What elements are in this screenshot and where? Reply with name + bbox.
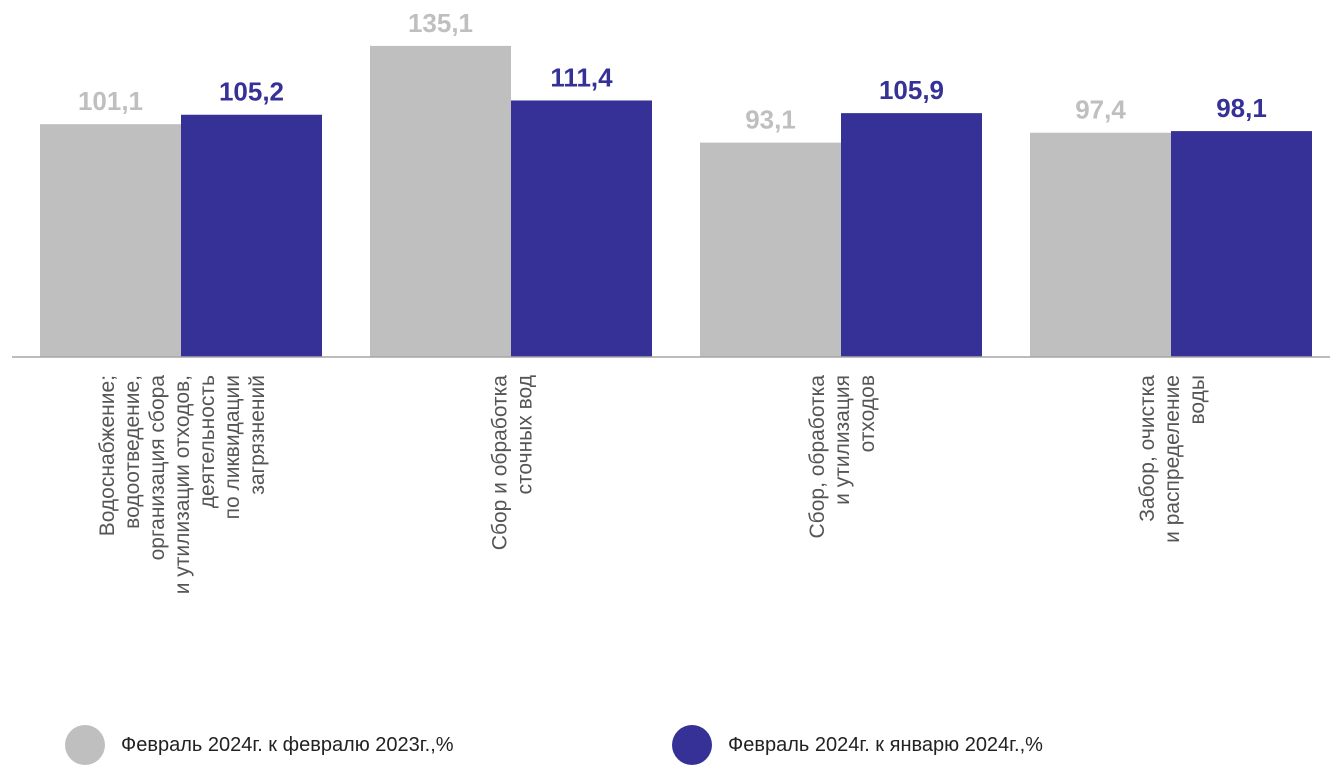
category-label-group-4: Забор, очистка и распределение воды [1136,375,1209,543]
value-label-1-3: 93,1 [745,105,796,135]
legend-item-series-1: Февраль 2024г. к февралю 2023г.,% [65,725,454,765]
category-label-1-line-3: организация сбора [146,375,169,561]
legend-label-series-1: Февраль 2024г. к февралю 2023г.,% [121,733,454,756]
bar-2-2 [511,100,652,358]
bar-2-3 [841,113,982,358]
bar-2-1 [181,114,322,358]
value-label-2-2: 111,4 [550,62,613,92]
category-label-1-line-2: водоотведение, [121,375,144,529]
category-label-3-line-2: и утилизация [831,375,854,505]
value-label-1-4: 97,4 [1075,95,1126,125]
category-label-1-line-7: загрязнений [246,375,269,495]
bar-1-4 [1030,132,1171,357]
bar-2-4 [1171,131,1312,357]
legend-swatch-series-1 [65,725,105,765]
category-label-2-line-2: сточных вод [514,375,537,494]
category-label-2-line-1: Сбор и обработка [489,375,512,551]
category-label-1-line-4: и утилизации отходов, [171,375,194,594]
category-label-group-1: Водоснабжение; водоотведение, организация … [96,375,269,595]
category-label-group-3: Сбор, обработка и утилизация отходов [806,375,879,539]
value-label-1-1: 101,1 [78,86,143,116]
category-label-4-line-1: Забор, очистка [1136,375,1159,522]
category-label-4-line-3: воды [1186,375,1209,425]
value-label-2-4: 98,1 [1216,93,1267,123]
legend-swatch-series-2 [672,725,712,765]
category-label-3-line-3: отходов [856,375,879,452]
bar-1-1 [40,124,181,357]
category-label-1-line-1: Водоснабжение; [96,375,119,536]
legend-item-series-2: Февраль 2024г. к январю 2024г.,% [672,725,1043,765]
value-label-2-1: 105,2 [219,77,284,107]
category-label-3-line-1: Сбор, обработка [806,375,829,539]
legend: Февраль 2024г. к февралю 2023г.,% Феврал… [0,725,1340,765]
legend-label-series-2: Февраль 2024г. к январю 2024г.,% [728,733,1043,756]
bar-chart: 101,1 105,2 Водоснабжение; водоотведение, ор… [12,8,1330,595]
bar-1-3 [700,142,841,357]
bar-1-2 [370,45,511,357]
category-label-1-line-6: по ликвидации [221,375,244,519]
category-label-4-line-2: и распределение [1161,375,1184,543]
category-label-1-line-5: деятельность [196,375,219,508]
value-label-1-2: 135,1 [408,8,473,38]
value-label-2-3: 105,9 [879,75,944,105]
category-label-group-2: Сбор и обработка сточных вод [489,375,537,551]
